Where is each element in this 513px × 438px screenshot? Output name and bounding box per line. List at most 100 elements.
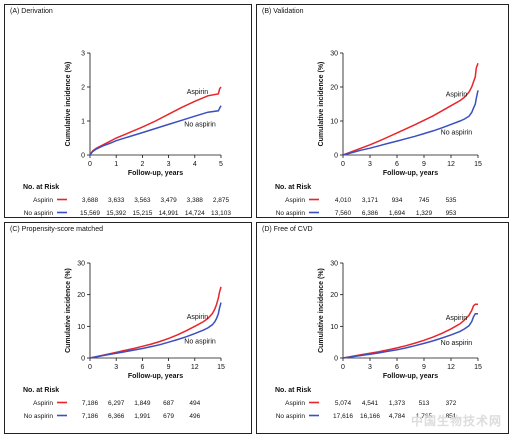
risk-row-label: Aspirin (285, 197, 305, 204)
no-aspirin-line (89, 302, 222, 359)
risk-value: 1,849 (134, 400, 151, 407)
x-tick-label: 0 (341, 161, 345, 168)
aspirin-line (89, 286, 222, 359)
x-tick-label: 9 (422, 364, 426, 371)
risk-value: 494 (189, 400, 200, 407)
risk-value: 687 (163, 400, 174, 407)
risk-value: 3,688 (82, 197, 99, 204)
x-tick-label: 9 (422, 161, 426, 168)
validation-chart: 0 10 20 30 0 3 6 9 12 15 Follow-up, years Cumulativ… (275, 51, 482, 218)
risk-value: 1,694 (389, 210, 406, 217)
x-tick-label: 12 (191, 364, 199, 371)
risk-value: 3,388 (187, 197, 204, 204)
x-tick-label: 6 (395, 364, 399, 371)
risk-value: 6,366 (108, 413, 125, 420)
risk-value: 16,166 (360, 413, 380, 420)
x-tick-label: 3 (368, 364, 372, 371)
y-tick-label: 20 (77, 292, 85, 299)
y-tick-label: 1 (81, 119, 85, 126)
risk-value: 17,616 (333, 413, 353, 420)
risk-value: 6,386 (362, 210, 379, 217)
no-aspirin-line (342, 312, 478, 359)
aspirin-series-label: Aspirin (187, 314, 209, 321)
y-tick-label: 0 (334, 153, 338, 160)
risk-row-label: No aspirin (24, 210, 54, 217)
risk-value: 2,875 (213, 197, 230, 204)
y-tick-label: 0 (334, 356, 338, 363)
y-tick-label: 0 (81, 153, 85, 160)
risk-value: 1,991 (134, 413, 151, 420)
risk-value: 934 (392, 197, 403, 204)
risk-value: 496 (189, 413, 200, 420)
y-tick-label: 10 (77, 324, 85, 331)
risk-table-header: No. at Risk (23, 387, 59, 394)
x-tick-label: 0 (88, 364, 92, 371)
y-axis-label: Cumulative incidence (%) (65, 62, 72, 147)
x-tick-label: 15 (474, 364, 482, 371)
risk-value: 14,991 (159, 210, 179, 217)
x-tick-label: 3 (114, 364, 118, 371)
aspirin-series-label: Aspirin (446, 92, 468, 99)
no-aspirin-line (89, 105, 222, 156)
x-tick-label: 0 (88, 161, 92, 168)
x-tick-label: 6 (395, 161, 399, 168)
x-tick-label: 12 (447, 364, 455, 371)
risk-value: 3,563 (134, 197, 151, 204)
risk-value: 679 (163, 413, 174, 420)
panel-derivation: (A) Derivation 0 1 2 3 0 1 2 3 4 5 Follow-up, year… (4, 4, 252, 218)
risk-value: 14,724 (185, 210, 205, 217)
x-tick-label: 2 (140, 161, 144, 168)
risk-value: 3,633 (108, 197, 125, 204)
no-aspirin-line (342, 90, 479, 156)
y-axis-label: Cumulative incidence (%) (318, 268, 325, 353)
no-aspirin-series-label: No aspirin (441, 129, 473, 136)
y-tick-label: 0 (81, 356, 85, 363)
risk-value: 4,010 (335, 197, 352, 204)
risk-row-label: Aspirin (33, 197, 53, 204)
panel-title: (C) Propensity-score matched (10, 226, 103, 233)
risk-value: 15,215 (132, 210, 152, 217)
aspirin-line (342, 62, 479, 156)
risk-row-label: No aspirin (276, 413, 306, 420)
x-tick-label: 3 (368, 161, 372, 168)
risk-value: 953 (446, 210, 457, 217)
x-axis-label: Follow-up, years (128, 373, 183, 380)
panel-title: (D) Free of CVD (262, 226, 313, 233)
x-tick-label: 6 (140, 364, 144, 371)
risk-value: 15,392 (106, 210, 126, 217)
propensity-chart: 0 10 20 30 0 3 6 9 12 15 Follow-up, years Cumulativ… (23, 261, 225, 421)
y-axis-label: Cumulative incidence (%) (318, 62, 325, 147)
y-tick-label: 2 (81, 85, 85, 92)
free-of-cvd-chart: 0 10 20 30 0 3 6 9 12 15 Follow-up, years Cumulativ… (275, 261, 482, 421)
risk-value: 851 (446, 413, 457, 420)
risk-table-header: No. at Risk (275, 387, 311, 394)
risk-row-label: No aspirin (276, 210, 306, 217)
risk-value: 3,171 (362, 197, 379, 204)
derivation-chart: 0 1 2 3 0 1 2 3 4 5 Follow-up, years Cumulative inc… (23, 51, 231, 218)
aspirin-series-label: Aspirin (446, 315, 468, 322)
x-axis-label: Follow-up, years (128, 170, 183, 177)
x-tick-label: 12 (447, 161, 455, 168)
x-tick-label: 9 (167, 364, 171, 371)
risk-row-label: No aspirin (24, 413, 54, 420)
no-aspirin-series-label: No aspirin (441, 340, 473, 347)
no-aspirin-series-label: No aspirin (184, 339, 216, 346)
x-axis-label: Follow-up, years (383, 373, 438, 380)
panel-free-of-cvd: (D) Free of CVD 0 10 20 30 0 3 6 9 12 15 Follow-up… (256, 222, 509, 434)
x-tick-label: 3 (167, 161, 171, 168)
x-tick-label: 5 (219, 161, 223, 168)
aspirin-line (342, 303, 478, 359)
risk-value: 7,186 (82, 413, 99, 420)
risk-value: 7,560 (335, 210, 352, 217)
risk-value: 1,329 (416, 210, 433, 217)
risk-table-header: No. at Risk (275, 184, 311, 191)
x-tick-label: 0 (341, 364, 345, 371)
x-tick-label: 1 (114, 161, 118, 168)
no-aspirin-series-label: No aspirin (184, 122, 216, 129)
risk-value: 372 (446, 400, 457, 407)
panel-title: (A) Derivation (10, 8, 53, 15)
panel-title: (B) Validation (262, 8, 304, 15)
y-tick-label: 20 (330, 85, 338, 92)
risk-value: 13,103 (211, 210, 231, 217)
risk-value: 3,479 (160, 197, 177, 204)
